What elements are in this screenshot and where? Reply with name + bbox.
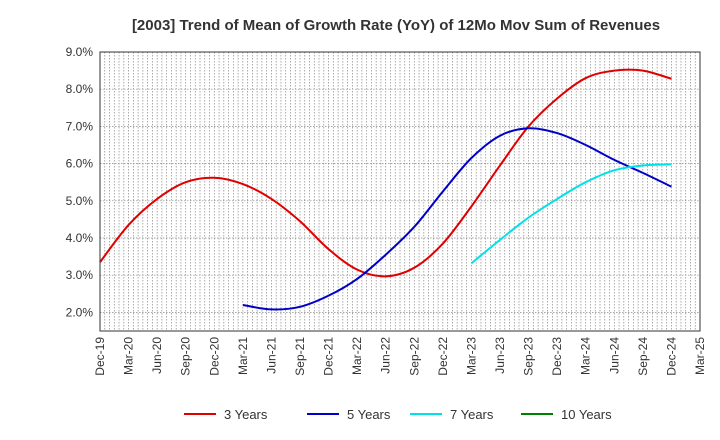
y-tick-label: 6.0% <box>66 157 94 171</box>
y-tick-label: 4.0% <box>66 231 94 245</box>
x-tick-label: Jun-23 <box>493 337 507 374</box>
series-line-7-years <box>470 163 672 265</box>
x-tick-label: Jun-22 <box>379 337 393 374</box>
x-tick-label: Mar-20 <box>122 337 136 375</box>
y-tick-label: 8.0% <box>66 82 94 96</box>
x-axis-ticks: Dec-19 Mar-20 Jun-20 Sep-20 Dec-20 Mar-21 Jun-… <box>93 337 707 376</box>
legend-label-10-years: 10 Years <box>561 407 612 422</box>
x-tick-label: Dec-22 <box>436 337 450 376</box>
x-tick-label: Dec-23 <box>550 337 564 376</box>
plot-frame <box>99 51 701 332</box>
x-tick-label: Mar-24 <box>579 337 593 375</box>
x-tick-label: Dec-19 <box>93 337 107 376</box>
legend-label-7-years: 7 Years <box>450 407 494 422</box>
series-line-3-years <box>99 68 672 278</box>
legend: 3 Years 5 Years 7 Years 10 Years <box>184 407 612 422</box>
x-tick-label: Jun-20 <box>150 337 164 374</box>
grid <box>100 52 700 331</box>
x-tick-label: Dec-20 <box>207 337 221 376</box>
legend-label-5-years: 5 Years <box>347 407 391 422</box>
x-tick-label: Sep-24 <box>636 337 650 376</box>
x-tick-label: Jun-21 <box>264 337 278 374</box>
y-tick-label: 3.0% <box>66 268 94 282</box>
y-tick-label: 7.0% <box>66 119 94 133</box>
x-tick-label: Sep-22 <box>407 337 421 376</box>
series-lines <box>99 68 672 311</box>
legend-label-3-years: 3 Years <box>224 407 268 422</box>
series-line-5-years <box>242 127 672 311</box>
chart-title: [2003] Trend of Mean of Growth Rate (YoY… <box>132 17 660 34</box>
x-tick-label: Sep-20 <box>179 337 193 376</box>
x-tick-label: Sep-23 <box>522 337 536 376</box>
y-tick-label: 5.0% <box>66 194 94 208</box>
y-tick-label: 9.0% <box>66 45 94 59</box>
x-tick-label: Mar-23 <box>464 337 478 375</box>
x-tick-label: Sep-21 <box>293 337 307 376</box>
x-tick-label: Mar-22 <box>350 337 364 375</box>
x-tick-label: Mar-25 <box>693 337 707 375</box>
y-tick-label: 2.0% <box>66 305 94 319</box>
y-axis-ticks: 2.0% 3.0% 4.0% 5.0% 6.0% 7.0% 8.0% 9.0% <box>66 45 94 319</box>
x-tick-label: Mar-21 <box>236 337 250 375</box>
x-tick-label: Dec-21 <box>322 337 336 376</box>
x-tick-label: Dec-24 <box>664 337 678 376</box>
x-tick-label: Jun-24 <box>607 337 621 374</box>
